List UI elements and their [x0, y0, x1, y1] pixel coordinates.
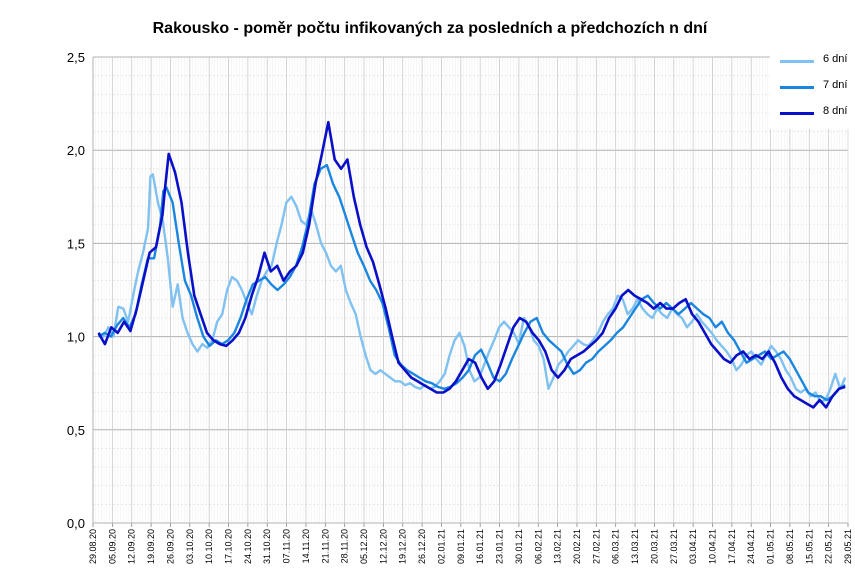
x-tick-label: 14.11.20 — [301, 529, 311, 563]
x-tick-label: 05.09.20 — [107, 529, 117, 564]
y-axis-tick-labels: 0,0 0,5 1,0 1,5 2,0 2,5 — [67, 50, 85, 531]
legend-swatch-8-dni — [780, 112, 814, 115]
grid-lines — [92, 56, 849, 524]
x-tick-label: 28.11.20 — [340, 529, 350, 563]
y-tick-label: 0,0 — [67, 516, 85, 531]
x-tick-label: 06.02.21 — [533, 529, 543, 564]
x-tick-label: 31.10.20 — [262, 529, 272, 564]
y-tick-label: 2,0 — [67, 143, 85, 158]
legend-label-7-dni: 7 dní — [823, 79, 848, 91]
y-tick-label: 1,0 — [67, 330, 85, 345]
x-tick-label: 06.03.21 — [611, 529, 621, 564]
plot-area — [93, 57, 848, 523]
x-tick-label: 21.11.20 — [320, 529, 330, 563]
legend-swatch-6-dni — [780, 60, 814, 63]
x-tick-label: 12.09.20 — [127, 529, 137, 564]
x-tick-label: 27.02.21 — [591, 529, 601, 564]
y-tick-label: 0,5 — [67, 423, 85, 438]
y-tick-label: 1,5 — [67, 236, 85, 251]
x-tick-label: 29.08.20 — [88, 529, 98, 564]
y-tick-label: 2,5 — [67, 50, 85, 65]
x-tick-label: 24.04.21 — [746, 529, 756, 564]
x-tick-label: 17.04.21 — [727, 529, 737, 564]
x-tick-label: 27.03.21 — [669, 529, 679, 564]
x-tick-label: 02.01.21 — [436, 529, 446, 564]
x-tick-label: 12.12.20 — [378, 529, 388, 564]
legend-label-6-dni: 6 dní — [823, 53, 848, 65]
x-tick-label: 13.03.21 — [630, 529, 640, 564]
legend-label-8-dni: 8 dní — [823, 105, 848, 117]
axes — [92, 57, 849, 527]
x-tick-label: 22.05.21 — [824, 529, 834, 564]
x-tick-label: 29.05.21 — [843, 529, 853, 564]
x-tick-label: 20.02.21 — [572, 529, 582, 564]
legend: 6 dní 7 dní 8 dní — [770, 49, 850, 129]
legend-swatch-7-dni — [780, 86, 814, 89]
x-tick-label: 10.04.21 — [707, 529, 717, 564]
chart-title: Rakousko - poměr počtu infikovaných za p… — [152, 20, 708, 37]
x-tick-label: 10.10.20 — [204, 529, 214, 564]
x-tick-label: 26.09.20 — [165, 529, 175, 564]
series-lines — [97, 120, 847, 409]
x-tick-label: 15.05.21 — [804, 529, 814, 564]
x-tick-label: 07.11.20 — [282, 529, 292, 563]
series-line-8-dni — [97, 120, 846, 409]
x-tick-label: 01.05.21 — [766, 529, 776, 564]
x-tick-label: 16.01.21 — [475, 529, 485, 564]
x-tick-label: 05.12.20 — [359, 529, 369, 564]
x-tick-label: 20.03.21 — [649, 529, 659, 564]
x-tick-label: 03.10.20 — [185, 529, 195, 564]
x-tick-label: 17.10.20 — [224, 529, 234, 564]
x-tick-label: 09.01.21 — [456, 529, 466, 564]
x-tick-label: 30.01.21 — [514, 529, 524, 564]
x-tick-label: 08.05.21 — [785, 529, 795, 564]
x-tick-label: 03.04.21 — [688, 529, 698, 564]
x-axis-tick-labels: 29.08.20 05.09.20 12.09.20 19.09.20 26.09.20… — [88, 529, 853, 564]
x-tick-label: 24.10.20 — [243, 529, 253, 564]
x-tick-label: 13.02.21 — [553, 529, 563, 564]
x-tick-label: 19.12.20 — [398, 529, 408, 564]
x-tick-label: 23.01.21 — [495, 529, 505, 564]
x-tick-label: 19.09.20 — [146, 529, 156, 564]
x-tick-label: 26.12.20 — [417, 529, 427, 564]
